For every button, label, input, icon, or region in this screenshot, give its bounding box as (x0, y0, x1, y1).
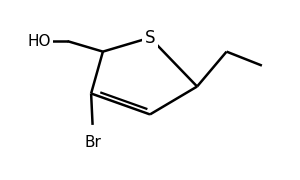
Text: HO: HO (28, 34, 51, 49)
Text: S: S (145, 29, 155, 47)
Text: Br: Br (84, 135, 101, 150)
